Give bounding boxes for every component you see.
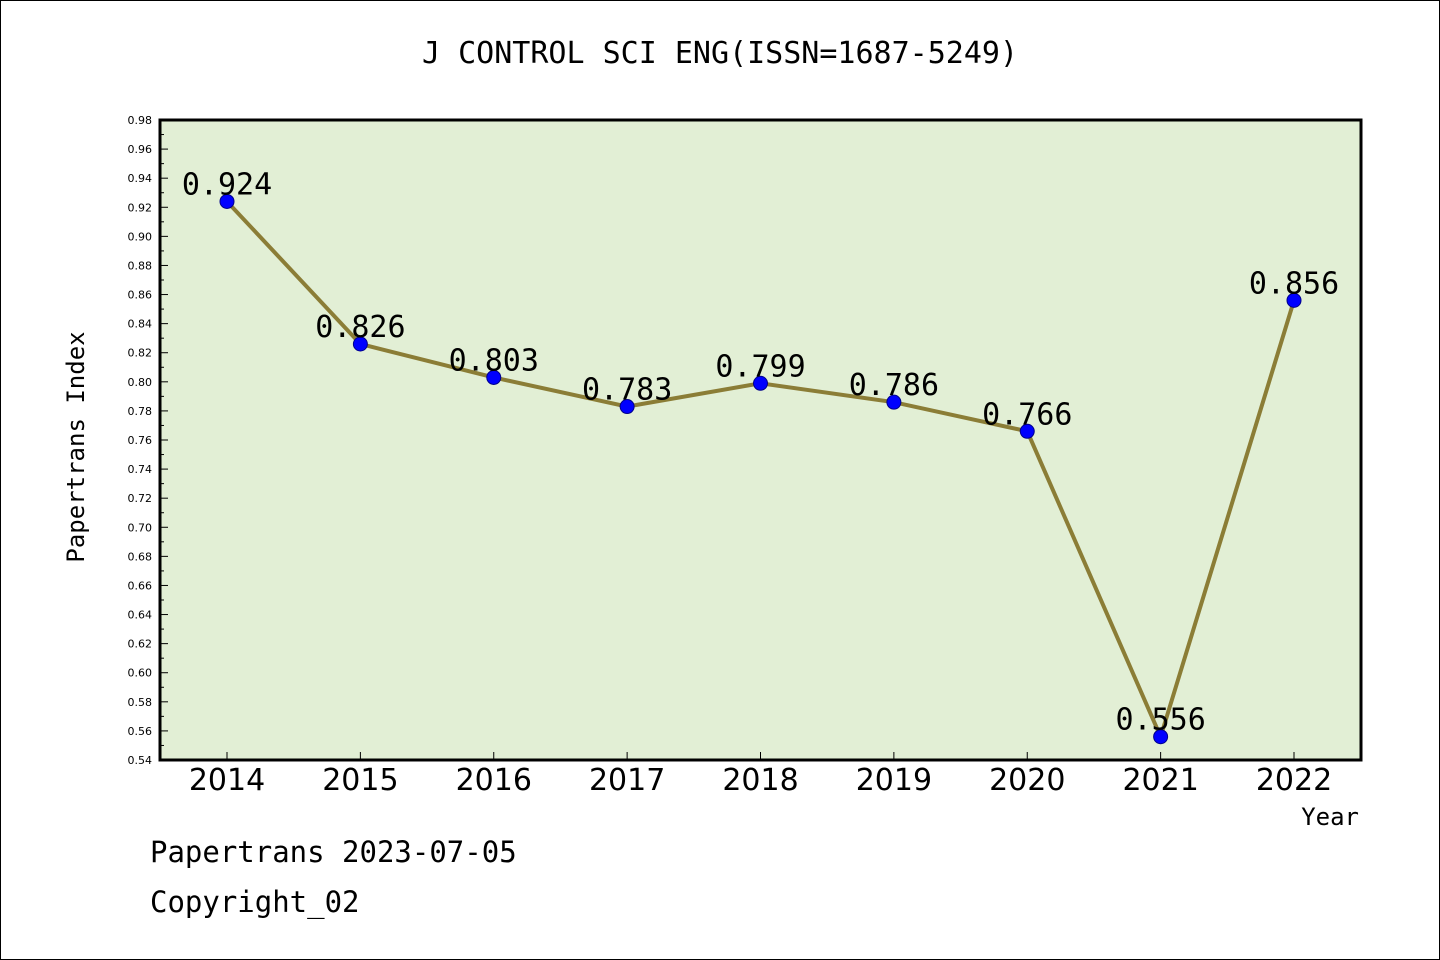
data-point-2019	[886, 394, 902, 410]
y-tick-label: 0.94	[128, 172, 153, 185]
y-tick-label: 0.62	[128, 638, 153, 651]
data-label-2019: 0.786	[849, 368, 939, 403]
x-tick-label: 2018	[722, 763, 798, 798]
y-tick-label: 0.60	[128, 667, 153, 680]
y-tick-label: 0.56	[128, 725, 153, 738]
data-point-2018	[753, 375, 768, 391]
x-tick-label: 2014	[189, 763, 265, 798]
y-tick-label: 0.90	[128, 230, 153, 243]
y-tick-label: 0.70	[128, 521, 153, 534]
footer-copyright: Copyright_02	[150, 885, 360, 919]
y-tick-label: 0.68	[128, 550, 153, 563]
x-tick-label: 2022	[1256, 763, 1332, 798]
y-tick-label: 0.58	[128, 696, 153, 709]
chart-title: J CONTROL SCI ENG(ISSN=1687-5249)	[421, 36, 1019, 71]
data-label-2016: 0.803	[449, 343, 539, 378]
series-markers	[219, 193, 1302, 745]
y-tick-label: 0.66	[128, 579, 153, 592]
y-tick-label: 0.88	[128, 259, 153, 272]
data-point-2021	[1153, 729, 1169, 745]
data-point-2020	[1019, 423, 1035, 439]
x-tick-label: 2017	[589, 763, 665, 798]
y-tick-label: 0.84	[128, 318, 153, 331]
footer-date: Papertrans 2023-07-05	[150, 835, 517, 869]
x-axis-ticks: 2014 2015 2016 2017 2018 2019 2020 2021 2022	[189, 752, 1332, 798]
data-label-2017: 0.783	[582, 373, 672, 408]
x-axis-label: Year	[1301, 803, 1359, 831]
data-point-2015	[352, 336, 368, 352]
x-tick-label: 2021	[1122, 763, 1198, 798]
y-tick-label: 0.64	[128, 609, 153, 622]
data-point-2016	[486, 369, 502, 385]
y-tick-label: 0.98	[128, 114, 153, 127]
data-point-2017	[619, 399, 635, 415]
plot-area	[158, 118, 1363, 762]
y-tick-label: 0.76	[128, 434, 153, 447]
y-tick-label: 0.92	[128, 201, 153, 214]
data-point-2022	[1286, 292, 1302, 308]
data-label-2014: 0.924	[182, 167, 272, 202]
y-tick-label: 0.80	[128, 376, 153, 389]
y-tick-label: 0.78	[128, 405, 153, 418]
data-label-2018: 0.799	[715, 349, 805, 384]
data-label-2015: 0.826	[315, 310, 405, 345]
x-tick-label: 2016	[456, 763, 532, 798]
data-label-2022: 0.856	[1249, 266, 1339, 301]
y-tick-label: 0.74	[128, 463, 153, 476]
data-label-2020: 0.766	[982, 397, 1072, 432]
y-axis-label: Papertrans Index	[62, 331, 90, 562]
y-tick-label: 0.96	[128, 143, 153, 156]
x-tick-label: 2015	[322, 763, 398, 798]
y-tick-label: 0.72	[128, 492, 153, 505]
y-tick-label: 0.54	[128, 754, 153, 767]
data-labels: 0.924 0.826 0.803 0.783 0.799 0.786 0.766 0.556…	[182, 167, 1339, 737]
data-label-2021: 0.556	[1115, 703, 1205, 738]
x-tick-label: 2019	[856, 763, 932, 798]
y-axis-ticks: 0.54 0.56 0.58 0.60 0.62 0.64 0.66 0.68 0.70 0.72…	[128, 114, 168, 767]
data-point-2014	[219, 193, 235, 209]
y-tick-label: 0.86	[128, 289, 153, 302]
y-tick-label: 0.82	[128, 347, 153, 360]
x-tick-label: 2020	[989, 763, 1065, 798]
